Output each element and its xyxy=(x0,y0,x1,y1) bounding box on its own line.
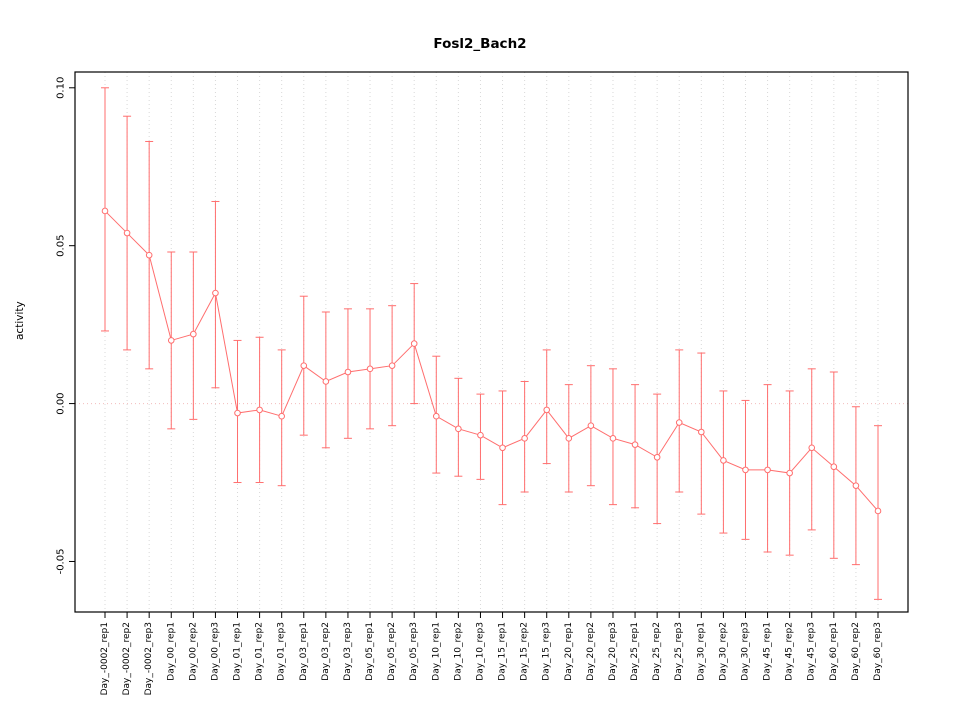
svg-text:Day_20_rep3: Day_20_rep3 xyxy=(608,622,618,681)
svg-text:Day_01_rep2: Day_01_rep2 xyxy=(255,622,265,681)
svg-text:Day_30_rep1: Day_30_rep1 xyxy=(696,622,706,681)
svg-text:Day_05_rep2: Day_05_rep2 xyxy=(387,622,397,681)
svg-text:Day_45_rep3: Day_45_rep3 xyxy=(807,622,817,681)
svg-text:Day_03_rep2: Day_03_rep2 xyxy=(321,622,331,681)
svg-text:Day_00_rep3: Day_00_rep3 xyxy=(210,622,220,681)
svg-text:0.05: 0.05 xyxy=(56,235,67,257)
svg-text:Day_-0002_rep1: Day_-0002_rep1 xyxy=(100,622,110,695)
svg-text:Day_-0002_rep3: Day_-0002_rep3 xyxy=(144,622,154,695)
svg-text:Day_20_rep1: Day_20_rep1 xyxy=(564,622,574,681)
svg-text:Day_60_rep2: Day_60_rep2 xyxy=(851,622,861,681)
svg-text:Day_45_rep1: Day_45_rep1 xyxy=(763,622,773,681)
svg-text:Day_60_rep3: Day_60_rep3 xyxy=(873,622,883,681)
svg-text:Day_25_rep3: Day_25_rep3 xyxy=(674,622,684,681)
svg-text:Day_03_rep3: Day_03_rep3 xyxy=(343,622,353,681)
svg-text:Day_20_rep2: Day_20_rep2 xyxy=(586,622,596,681)
svg-text:Day_60_rep1: Day_60_rep1 xyxy=(829,622,839,681)
svg-text:Day_01_rep1: Day_01_rep1 xyxy=(233,622,243,681)
svg-text:Day_00_rep1: Day_00_rep1 xyxy=(166,622,176,681)
svg-text:Day_25_rep1: Day_25_rep1 xyxy=(630,622,640,681)
svg-text:Day_00_rep2: Day_00_rep2 xyxy=(188,622,198,681)
svg-text:0.10: 0.10 xyxy=(56,77,67,99)
svg-text:Day_10_rep3: Day_10_rep3 xyxy=(475,622,485,681)
svg-text:Day_15_rep2: Day_15_rep2 xyxy=(520,622,530,681)
svg-text:Day_30_rep3: Day_30_rep3 xyxy=(740,622,750,681)
svg-text:Day_45_rep2: Day_45_rep2 xyxy=(785,622,795,681)
svg-text:Day_10_rep2: Day_10_rep2 xyxy=(453,622,463,681)
svg-text:0.00: 0.00 xyxy=(56,392,67,414)
svg-text:Day_03_rep1: Day_03_rep1 xyxy=(299,622,309,681)
svg-text:Day_15_rep1: Day_15_rep1 xyxy=(498,622,508,681)
svg-text:-0.05: -0.05 xyxy=(56,549,67,575)
svg-text:Day_10_rep1: Day_10_rep1 xyxy=(431,622,441,681)
svg-text:Day_30_rep2: Day_30_rep2 xyxy=(718,622,728,681)
svg-text:Day_25_rep2: Day_25_rep2 xyxy=(652,622,662,681)
svg-text:Day_05_rep1: Day_05_rep1 xyxy=(365,622,375,681)
svg-text:Day_01_rep3: Day_01_rep3 xyxy=(277,622,287,681)
svg-text:Day_-0002_rep2: Day_-0002_rep2 xyxy=(122,622,132,695)
svg-text:Day_15_rep3: Day_15_rep3 xyxy=(542,622,552,681)
chart-title: Fosl2_Bach2 xyxy=(433,36,527,52)
svg-text:Day_05_rep3: Day_05_rep3 xyxy=(409,622,419,681)
